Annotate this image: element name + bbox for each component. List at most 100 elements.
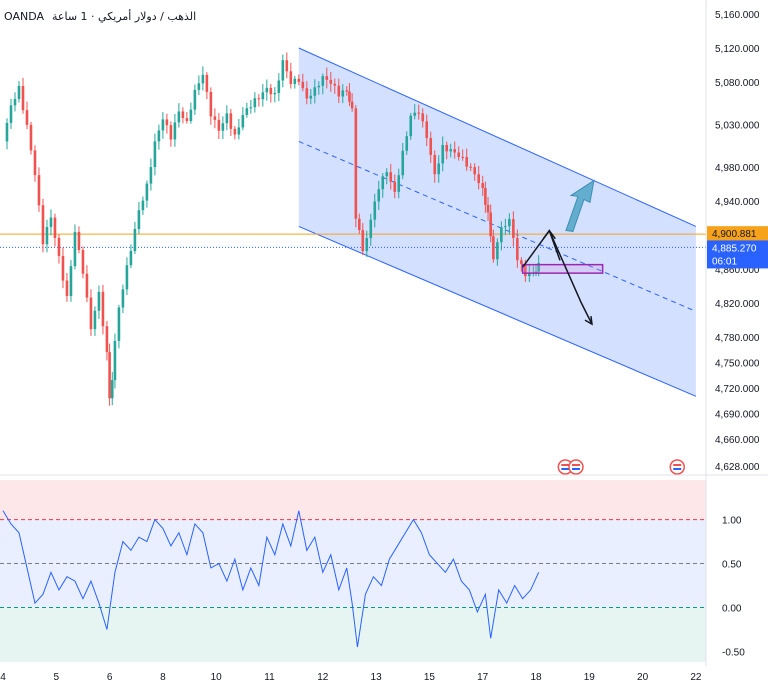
candle-body[interactable]	[301, 81, 305, 89]
candle-body[interactable]	[117, 307, 121, 341]
candle-body[interactable]	[537, 263, 540, 272]
candle-body[interactable]	[197, 83, 201, 90]
candle-body[interactable]	[477, 174, 481, 184]
candle-body[interactable]	[305, 88, 309, 99]
candle-body[interactable]	[37, 175, 41, 206]
candle-body[interactable]	[437, 163, 441, 175]
candle-body[interactable]	[528, 273, 531, 277]
candle-body[interactable]	[221, 123, 225, 131]
candle-body[interactable]	[504, 226, 507, 228]
projection-path-down[interactable]	[548, 230, 593, 325]
candle-body[interactable]	[141, 200, 145, 211]
candle-body[interactable]	[97, 291, 101, 311]
candle-body[interactable]	[77, 231, 81, 251]
candle-body[interactable]	[297, 78, 301, 82]
candle-body[interactable]	[492, 236, 495, 260]
candle-body[interactable]	[149, 167, 153, 184]
candle-body[interactable]	[469, 166, 473, 168]
candle-body[interactable]	[484, 187, 487, 205]
candle-body[interactable]	[153, 141, 157, 168]
candle-body[interactable]	[413, 112, 417, 116]
candle-body[interactable]	[193, 89, 197, 110]
bullish-arrow-icon[interactable]	[565, 179, 595, 232]
candle-body[interactable]	[393, 181, 397, 192]
candle-body[interactable]	[181, 111, 185, 119]
candle-body[interactable]	[277, 80, 281, 93]
candle-body[interactable]	[73, 231, 77, 267]
candle-body[interactable]	[401, 150, 405, 176]
candle-body[interactable]	[145, 183, 149, 201]
candle-body[interactable]	[524, 263, 527, 277]
candle-body[interactable]	[45, 227, 49, 245]
candle-body[interactable]	[381, 176, 385, 190]
candle-body[interactable]	[81, 250, 85, 274]
price-pane[interactable]	[0, 47, 706, 475]
candle-body[interactable]	[110, 380, 114, 399]
candle-body[interactable]	[457, 152, 461, 157]
candle-body[interactable]	[41, 205, 45, 245]
candle-body[interactable]	[348, 91, 351, 102]
candle-body[interactable]	[29, 124, 33, 151]
candle-body[interactable]	[129, 251, 133, 266]
candle-body[interactable]	[361, 229, 365, 252]
candle-body[interactable]	[9, 105, 13, 123]
candle-body[interactable]	[189, 109, 193, 122]
candle-body[interactable]	[261, 92, 265, 100]
candle-body[interactable]	[85, 273, 89, 298]
candle-body[interactable]	[397, 175, 401, 192]
candle-body[interactable]	[205, 74, 209, 92]
candle-body[interactable]	[33, 150, 37, 176]
candle-body[interactable]	[389, 172, 393, 182]
candle-body[interactable]	[89, 297, 93, 330]
candle-body[interactable]	[481, 183, 484, 188]
candle-body[interactable]	[49, 217, 53, 228]
candle-body[interactable]	[369, 219, 373, 239]
candle-body[interactable]	[25, 110, 29, 125]
candle-body[interactable]	[449, 149, 453, 152]
candle-body[interactable]	[445, 144, 449, 152]
candle-body[interactable]	[233, 128, 237, 135]
candle-body[interactable]	[508, 219, 511, 227]
candle-body[interactable]	[496, 242, 499, 260]
candle-body[interactable]	[489, 212, 492, 237]
candle-body[interactable]	[17, 86, 21, 100]
candle-body[interactable]	[209, 91, 213, 117]
candle-body[interactable]	[281, 60, 285, 81]
last-price-badge[interactable]	[707, 240, 768, 269]
candle-body[interactable]	[293, 78, 297, 84]
candle-body[interactable]	[350, 101, 354, 109]
candle-body[interactable]	[421, 113, 425, 122]
candle-body[interactable]	[161, 119, 165, 131]
candle-body[interactable]	[309, 95, 313, 99]
candle-body[interactable]	[409, 115, 413, 137]
candle-body[interactable]	[461, 156, 465, 158]
candle-body[interactable]	[157, 130, 161, 142]
candle-body[interactable]	[358, 218, 361, 230]
candle-body[interactable]	[133, 228, 137, 252]
candle-body[interactable]	[121, 289, 125, 308]
candle-body[interactable]	[337, 85, 341, 97]
candle-body[interactable]	[61, 255, 65, 281]
candle-body[interactable]	[516, 237, 519, 261]
candle-body[interactable]	[269, 87, 273, 95]
candle-body[interactable]	[365, 238, 369, 252]
candle-body[interactable]	[257, 98, 261, 100]
candle-body[interactable]	[465, 157, 469, 167]
candle-body[interactable]	[53, 217, 57, 238]
candle-body[interactable]	[113, 340, 117, 381]
channel-upper-line[interactable]	[298, 47, 697, 227]
candle-body[interactable]	[405, 136, 409, 151]
candle-body[interactable]	[265, 87, 269, 93]
candle-body[interactable]	[125, 265, 129, 290]
candle-body[interactable]	[425, 121, 429, 139]
candle-body[interactable]	[289, 71, 293, 84]
candle-body[interactable]	[101, 291, 105, 327]
candle-body[interactable]	[253, 98, 257, 108]
candle-body[interactable]	[165, 119, 169, 126]
candle-body[interactable]	[333, 83, 337, 86]
candle-body[interactable]	[225, 113, 229, 124]
event-flag-icon[interactable]	[669, 459, 685, 475]
candle-body[interactable]	[325, 76, 329, 80]
candle-body[interactable]	[520, 260, 523, 264]
